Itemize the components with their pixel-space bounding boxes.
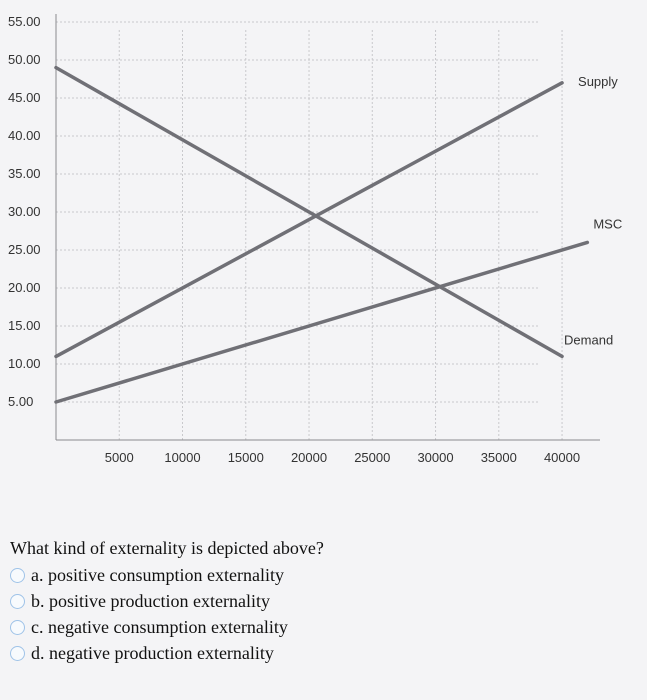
chart-labels: 55.00 50.00 45.00 40.00 35.00 30.00 25.00 20.00…: [8, 14, 622, 465]
x-tick-label: 35000: [481, 450, 517, 465]
series-label-msc: MSC: [593, 216, 622, 231]
radio-c-icon[interactable]: [10, 619, 25, 635]
option-d[interactable]: d. negative production externality: [10, 640, 288, 666]
x-tick-label: 25000: [354, 450, 390, 465]
x-tick-label: 20000: [291, 450, 327, 465]
y-tick-label: 25.00: [8, 242, 41, 257]
chart-series: [54, 65, 590, 404]
y-tick-label: 45.00: [8, 90, 41, 105]
externality-chart: 55.00 50.00 45.00 40.00 35.00 30.00 25.00 20.00…: [8, 14, 622, 465]
option-c-label: c. negative consumption externality: [31, 616, 288, 637]
option-d-label: d. negative production externality: [31, 642, 274, 663]
x-tick-label: 5000: [105, 450, 134, 465]
x-tick-label: 10000: [164, 450, 200, 465]
y-tick-label: 5.00: [8, 394, 33, 409]
y-tick-label: 30.00: [8, 204, 41, 219]
y-tick-label: 50.00: [8, 52, 41, 67]
series-line-supply: [54, 81, 564, 359]
x-tick-label: 30000: [417, 450, 453, 465]
y-tick-label: 15.00: [8, 318, 41, 333]
question-text: What kind of externality is depicted abo…: [10, 538, 324, 558]
series-label-supply: Supply: [578, 74, 618, 89]
radio-b-icon[interactable]: [10, 593, 25, 609]
series-line-demand: [54, 65, 564, 359]
y-tick-label: 40.00: [8, 128, 41, 143]
option-a-label: a. positive consumption externality: [31, 564, 284, 585]
radio-a-icon[interactable]: [10, 567, 25, 583]
radio-d-icon[interactable]: [10, 645, 25, 661]
series-line-msc: [54, 240, 590, 404]
x-tick-label: 40000: [544, 450, 580, 465]
option-c[interactable]: c. negative consumption externality: [10, 614, 288, 640]
y-tick-label: 20.00: [8, 280, 41, 295]
y-tick-label: 55.00: [8, 14, 41, 29]
series-label-demand: Demand: [564, 332, 613, 347]
y-tick-label: 35.00: [8, 166, 41, 181]
chart-axes: [55, 14, 600, 441]
option-b-label: b. positive production externality: [31, 590, 270, 611]
x-tick-label: 15000: [228, 450, 264, 465]
option-a[interactable]: a. positive consumption externality: [10, 562, 288, 588]
answer-options: a. positive consumption externality b. p…: [10, 562, 288, 666]
y-tick-label: 10.00: [8, 356, 41, 371]
chart-grid: [56, 21, 563, 440]
option-b[interactable]: b. positive production externality: [10, 588, 288, 614]
